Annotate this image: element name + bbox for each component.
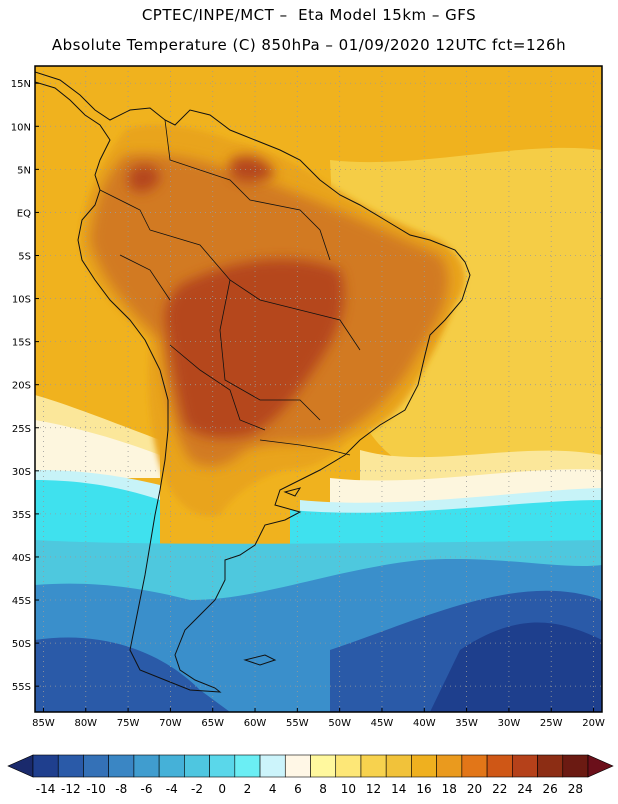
south-america-outline <box>35 71 471 693</box>
field-band-cyan <box>35 480 602 563</box>
colorbar-tick-label: 14 <box>391 782 406 796</box>
lon-label: 20W <box>582 718 605 729</box>
colorbar-tick-label: 20 <box>467 782 482 796</box>
colorbar-tick-label: 6 <box>294 782 302 796</box>
field-band-blue-dark <box>430 622 602 712</box>
colorbar-swatch <box>310 754 337 778</box>
colorbar-swatch <box>209 754 236 778</box>
colorbar-swatch <box>335 754 362 778</box>
colorbar-swatch <box>411 754 437 778</box>
lon-label: 50W <box>328 718 351 729</box>
map-title-line1: CPTEC/INPE/MCT – Eta Model 15km – GFS <box>141 6 477 24</box>
map-title-line2: Absolute Temperature (C) 850hPa – 01/09/… <box>51 36 567 54</box>
colorbar-tick-label: 2 <box>244 782 252 796</box>
lon-label: 25W <box>540 718 563 729</box>
colorbar-swatch <box>537 754 564 778</box>
lat-label: 25S <box>12 424 31 435</box>
longitude-labels: 85W 80W 75W 70W 65W 60W 55W 50W 45W 40W 35W 30W 25W 2… <box>32 708 605 729</box>
lon-label: 65W <box>201 718 224 729</box>
colorbar-swatch <box>259 754 286 778</box>
lon-label: 55W <box>286 718 309 729</box>
colorbar-swatch <box>184 754 210 778</box>
field-band-cream <box>35 420 602 508</box>
plot-frame <box>34 65 603 713</box>
lon-label: 80W <box>74 718 97 729</box>
lat-label: 15S <box>12 338 31 349</box>
lat-label: 50S <box>12 639 31 650</box>
colorbar-tick-label: 10 <box>341 782 356 796</box>
lon-label: 45W <box>371 718 394 729</box>
colorbar-swatch <box>83 754 109 778</box>
colorbar-tick-label: -2 <box>191 782 203 796</box>
latitude-labels: 15N 10N 5N EQ 5S 10S 15S 20S 25S 30S 35S 40S 45S 50S 5… <box>11 79 39 693</box>
lon-label: 60W <box>244 718 267 729</box>
colorbar-tick-label: 0 <box>218 782 226 796</box>
lon-label: 85W <box>32 718 55 729</box>
colorbar-swatch <box>461 754 488 778</box>
falkland-islands <box>243 654 277 666</box>
lat-label: 30S <box>12 467 31 478</box>
temperature-field <box>35 66 602 712</box>
colorbar-tick-label: 22 <box>492 782 507 796</box>
lat-label: 10S <box>12 295 31 306</box>
lagoa-dos-patos <box>283 487 302 497</box>
colorbar-swatch <box>360 754 387 778</box>
colorbar-tick-label: 4 <box>269 782 277 796</box>
colorbar-tick-label: 16 <box>416 782 431 796</box>
colorbar-swatch <box>57 754 84 778</box>
lon-label: 70W <box>159 718 182 729</box>
colorbar-swatch <box>512 754 538 778</box>
colorbar-swatch <box>108 754 135 778</box>
lat-label: 40S <box>12 553 31 564</box>
field-land-hot <box>128 155 344 438</box>
colorbar: -14 -12 -10 -8 -6 -4 -2 0 2 4 6 8 10 12 14 16 18 20 22 24 26… <box>7 754 614 796</box>
colorbar-high-arrow <box>587 754 614 778</box>
colorbar-tick-label: 12 <box>366 782 381 796</box>
country-borders <box>99 119 361 456</box>
lon-label: 75W <box>117 718 140 729</box>
colorbar-tick-label: -12 <box>61 782 81 796</box>
colorbar-swatch <box>385 754 412 778</box>
lat-label: 15N <box>11 79 31 90</box>
colorbar-swatch <box>32 754 59 778</box>
lat-label: 35S <box>12 510 31 521</box>
lat-label: EQ <box>17 208 31 219</box>
colorbar-swatch <box>158 754 185 778</box>
lat-label: 5S <box>18 251 31 262</box>
colorbar-tick-label: 28 <box>568 782 583 796</box>
lat-label: 55S <box>12 682 31 693</box>
colorbar-tick-label: 26 <box>543 782 558 796</box>
colorbar-swatch <box>562 754 589 778</box>
lon-label: 40W <box>413 718 436 729</box>
lon-label: 30W <box>498 718 521 729</box>
colorbar-tick-label: 18 <box>442 782 457 796</box>
colorbar-tick-label: 8 <box>319 782 327 796</box>
colorbar-tick-label: 24 <box>517 782 532 796</box>
lat-label: 20S <box>12 381 31 392</box>
colorbar-swatch <box>486 754 513 778</box>
lat-label: 10N <box>11 122 31 133</box>
colorbar-tick-label: -8 <box>115 782 127 796</box>
colorbar-swatch <box>284 754 311 778</box>
colorbar-swatch <box>436 754 463 778</box>
colorbar-tick-label: -10 <box>86 782 106 796</box>
colorbar-tick-label: -14 <box>36 782 56 796</box>
coastline <box>35 71 471 693</box>
colorbar-low-arrow <box>7 754 34 778</box>
colorbar-swatch <box>234 754 261 778</box>
lon-label: 35W <box>455 718 478 729</box>
colorbar-swatch <box>133 754 160 778</box>
lat-label: 45S <box>12 596 31 607</box>
colorbar-tick-label: -4 <box>166 782 178 796</box>
field-band-cyan-light <box>35 470 602 520</box>
colorbar-tick-label: -6 <box>141 782 153 796</box>
lat-label: 5N <box>17 165 31 176</box>
